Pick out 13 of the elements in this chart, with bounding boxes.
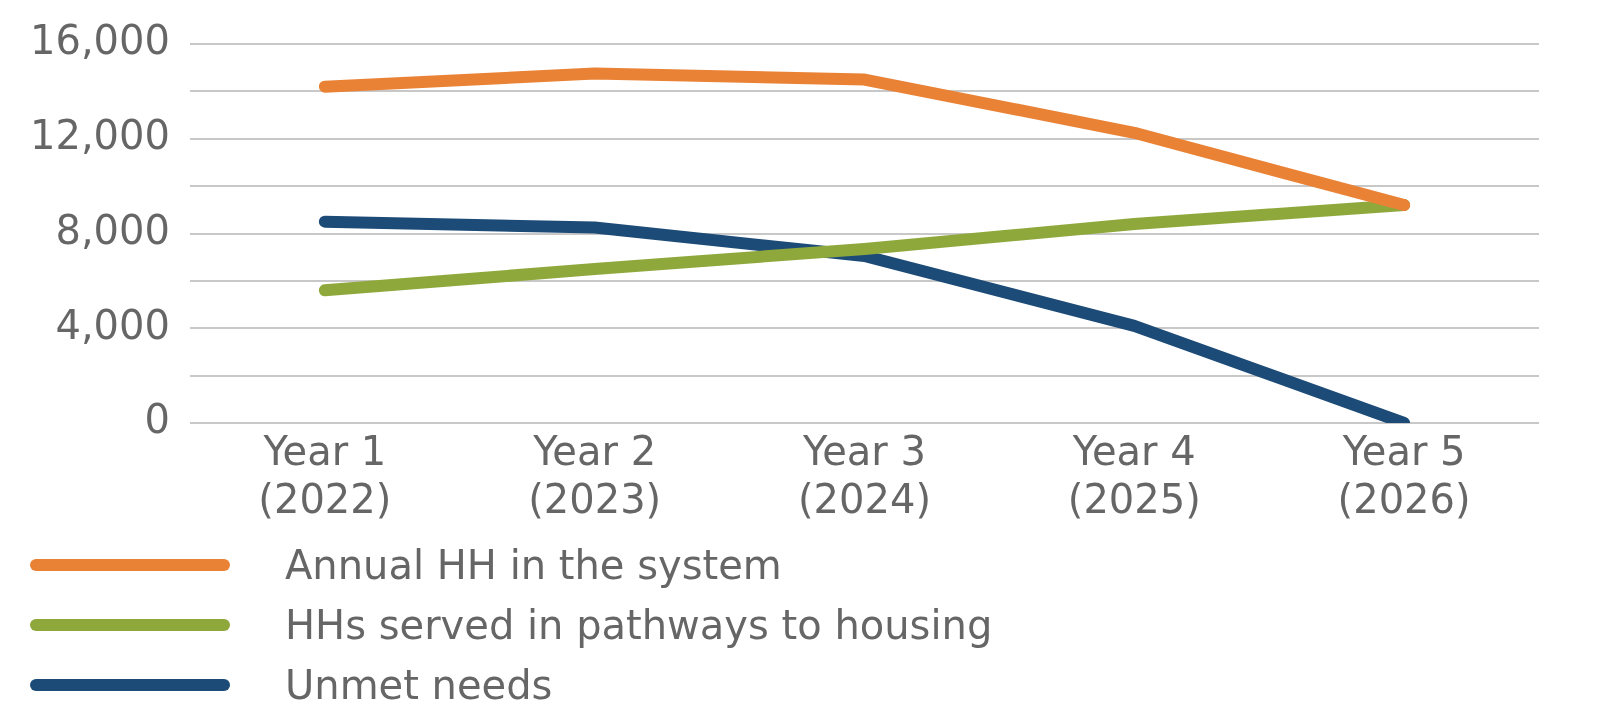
y-tick-label: 0: [144, 396, 170, 443]
x-tick-label: Year 4 (2025): [1067, 428, 1201, 523]
y-tick-label: 16,000: [29, 17, 170, 64]
x-tick-label: Year 3 (2024): [797, 428, 931, 523]
x-tick-label: Year 5 (2026): [1337, 428, 1471, 523]
y-tick-label: 8,000: [55, 206, 170, 253]
x-tick-label: Year 1 (2022): [258, 428, 392, 523]
legend-label: HHs served in pathways to housing: [285, 602, 993, 648]
y-tick-label: 4,000: [55, 301, 170, 348]
legend-label: Unmet needs: [285, 662, 553, 708]
x-tick-label: Year 2 (2023): [528, 428, 662, 523]
legend-label: Annual HH in the system: [285, 542, 782, 588]
y-tick-label: 12,000: [29, 112, 170, 159]
